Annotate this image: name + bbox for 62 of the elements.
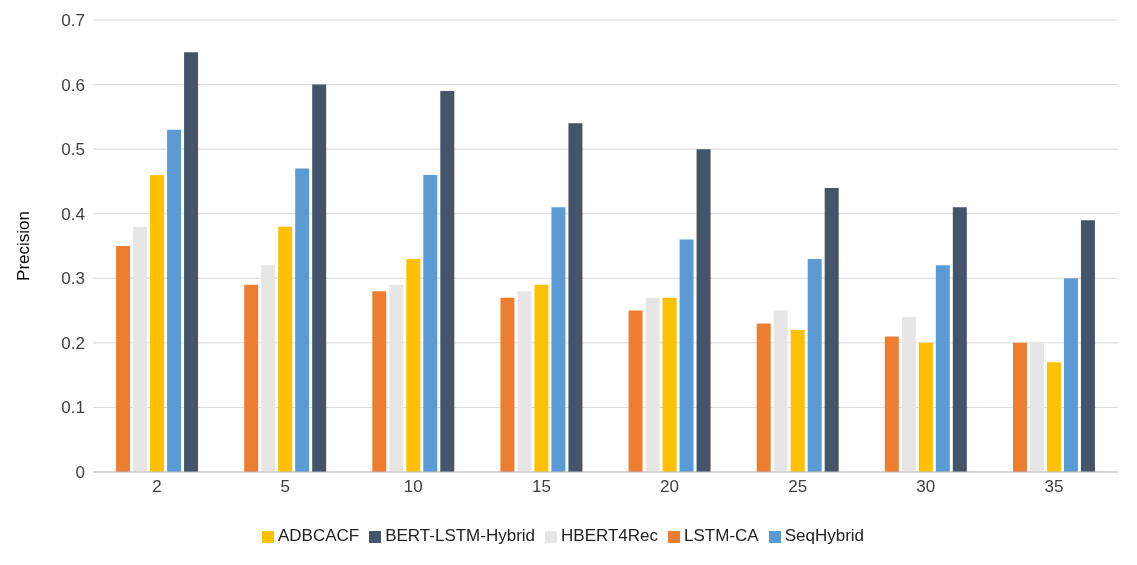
bar bbox=[261, 265, 276, 472]
bar bbox=[679, 239, 694, 472]
x-tick-label: 15 bbox=[531, 477, 551, 497]
bar bbox=[662, 297, 677, 472]
legend-label: LSTM-CA bbox=[684, 526, 759, 545]
bar bbox=[884, 336, 899, 472]
x-tick-label: 5 bbox=[280, 477, 290, 497]
bar bbox=[150, 174, 165, 472]
y-tick-label: 0 bbox=[75, 463, 85, 483]
bar bbox=[184, 52, 199, 472]
bar bbox=[824, 187, 839, 472]
x-tick-label: 20 bbox=[660, 477, 680, 497]
bar bbox=[628, 310, 643, 472]
bar bbox=[116, 246, 131, 472]
bar bbox=[1046, 362, 1061, 472]
x-tick-label: 30 bbox=[916, 477, 936, 497]
bar bbox=[952, 207, 967, 472]
bar bbox=[935, 265, 950, 472]
bar bbox=[406, 258, 421, 472]
y-tick-label: 0.6 bbox=[61, 75, 85, 95]
bar bbox=[645, 297, 660, 472]
y-axis-title: Precision bbox=[14, 211, 34, 281]
bar bbox=[244, 284, 259, 472]
bar bbox=[790, 329, 805, 472]
bar bbox=[773, 310, 788, 472]
bar bbox=[389, 284, 404, 472]
y-tick-label: 0.5 bbox=[61, 140, 85, 160]
bar bbox=[807, 258, 822, 472]
bar bbox=[1012, 342, 1027, 472]
x-tick-label: 2 bbox=[152, 477, 162, 497]
bar bbox=[278, 226, 293, 472]
bar bbox=[423, 174, 438, 472]
bar bbox=[167, 129, 182, 472]
y-tick-label: 0.4 bbox=[61, 204, 85, 224]
bar bbox=[517, 291, 532, 472]
bar bbox=[551, 207, 566, 472]
bar bbox=[372, 291, 387, 472]
bar bbox=[1080, 220, 1095, 472]
y-tick-label: 0.1 bbox=[61, 398, 85, 418]
bar bbox=[440, 91, 455, 472]
bar bbox=[500, 297, 515, 472]
legend-label: ADBCACF bbox=[277, 526, 360, 545]
bar bbox=[1063, 278, 1078, 472]
y-tick-label: 0.3 bbox=[61, 269, 85, 289]
x-tick-label: 25 bbox=[788, 477, 808, 497]
bar bbox=[295, 168, 310, 472]
bar bbox=[756, 323, 771, 472]
bar bbox=[312, 84, 327, 472]
x-tick-label: 35 bbox=[1044, 477, 1064, 497]
bar bbox=[534, 284, 549, 472]
y-tick-label: 0.7 bbox=[61, 11, 85, 31]
legend-label: SeqHybrid bbox=[784, 526, 865, 545]
x-tick-label: 10 bbox=[403, 477, 423, 497]
legend-label: HBERT4Rec bbox=[561, 526, 659, 545]
bar bbox=[133, 226, 148, 472]
bar bbox=[918, 342, 933, 472]
bar bbox=[568, 123, 583, 472]
bar bbox=[1029, 342, 1044, 472]
bar bbox=[901, 317, 916, 472]
y-tick-label: 0.2 bbox=[61, 333, 85, 353]
legend-label: BERT-LSTM-Hybrid bbox=[385, 526, 536, 545]
bar bbox=[696, 149, 711, 472]
